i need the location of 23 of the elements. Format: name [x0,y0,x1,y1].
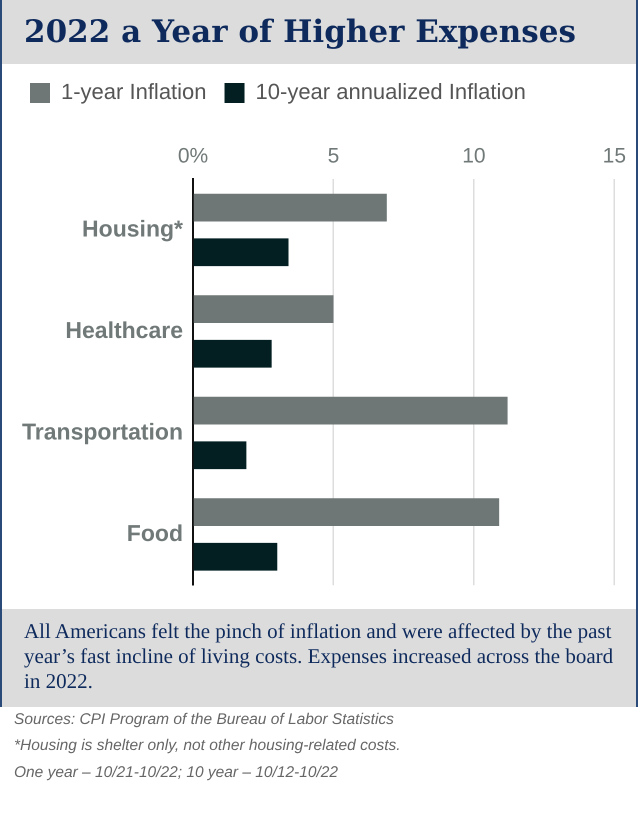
y-tick-label: Food [126,520,184,546]
bar [194,295,334,323]
bar [194,238,289,266]
legend-label: 1-year Inflation [61,79,207,104]
y-tick-label: Housing* [82,215,184,242]
source-note: Sources: CPI Program of the Bureau of Labor Statistics [13,710,395,730]
x-tick-label: 10 [462,144,486,168]
y-tick-label: Healthcare [65,316,184,343]
bar [194,498,500,526]
bar [194,340,272,368]
x-tick-label: 15 [602,144,626,168]
bar [194,542,278,571]
bar [194,396,508,424]
x-tick-label: 5 [328,144,340,168]
text: All Americans felt the pinch of inflation and were affected by the past year’s fast incline of living costs. Expenses increased across the board in 2022. [2,609,636,707]
legend-label: 10-year annualized Inflation [256,79,526,104]
chart-title: 2022 a Year of Higher Expenses [2,0,636,64]
bar [194,441,246,470]
bar [194,194,387,222]
text: One year – 10/21-10/22; 10 year – 10/12-10/22 [13,762,340,782]
text: *Housing is shelter only, not other housing-related costs. [13,736,402,756]
y-tick-label: Transportation [22,418,184,444]
x-tick-label: 0% [178,144,208,168]
